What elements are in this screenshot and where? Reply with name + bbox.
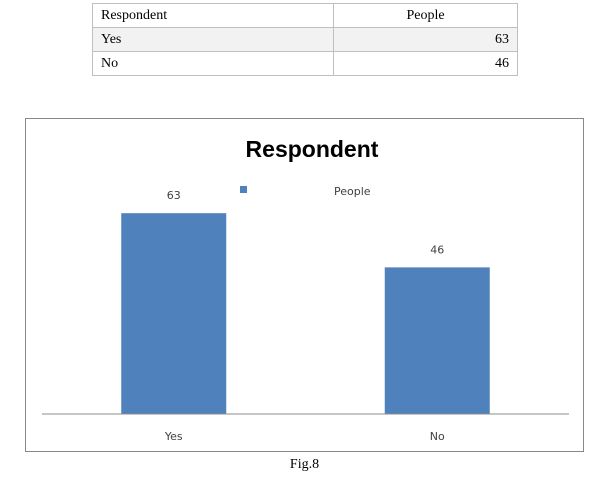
figure-caption: Fig.8: [289, 457, 320, 472]
row-label: Yes: [92, 27, 334, 52]
table-row: Yes 63: [92, 27, 518, 52]
bar-no: [384, 267, 490, 414]
data-table: Respondent People Yes 63 No 46: [92, 3, 518, 76]
plot-area: 63 Yes 46 No: [42, 189, 569, 443]
table-row: No 46: [92, 51, 518, 76]
table-header-row: Respondent People: [92, 3, 518, 28]
column-header-respondent: Respondent: [92, 3, 334, 28]
column-header-people: People: [333, 3, 518, 28]
row-label: No: [92, 51, 334, 76]
bar-chart: Respondent People 63 Yes 46 No: [25, 118, 584, 452]
row-value: 63: [333, 27, 518, 52]
data-label: 46: [430, 243, 444, 256]
bar-yes: [121, 213, 227, 414]
legend: People: [240, 185, 371, 198]
x-tick-label: Yes: [164, 430, 183, 443]
chart-canvas: Respondent People 63 Yes 46 No: [42, 136, 569, 443]
x-tick-label: No: [430, 430, 445, 443]
legend-swatch: [240, 186, 247, 193]
row-value: 46: [333, 51, 518, 76]
legend-label: People: [334, 185, 371, 198]
data-label: 63: [167, 189, 181, 202]
chart-title: Respondent: [246, 136, 379, 162]
